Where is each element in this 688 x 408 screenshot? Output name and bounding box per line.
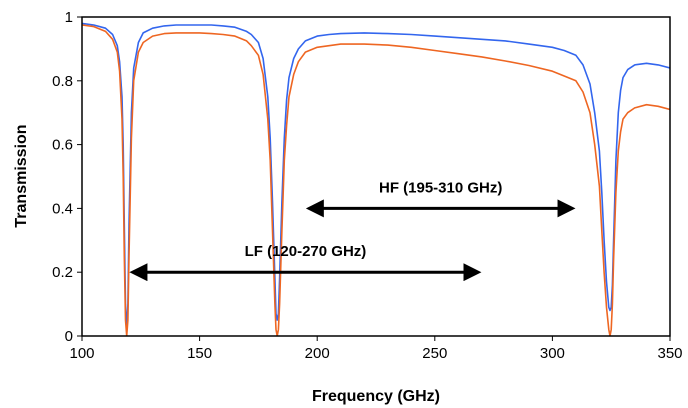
y-tick-label: 0.2 (52, 264, 73, 281)
x-axis-label: Frequency (GHz) (312, 388, 440, 405)
y-axis-label: Transmission (13, 124, 30, 227)
x-tick-label: 200 (305, 345, 330, 362)
y-tick-label: 1 (65, 9, 73, 26)
y-tick-label: 0.4 (52, 200, 73, 217)
series-layer (82, 22, 670, 336)
series-line-2 (82, 24, 670, 336)
y-tick-label: 0.8 (52, 73, 73, 90)
x-tick-label: 250 (422, 345, 447, 362)
annotation-label-2: LF (120-270 GHz) (245, 243, 367, 260)
x-tick-label: 100 (69, 345, 94, 362)
y-tick-label: 0.6 (52, 137, 73, 154)
annotation-layer: HF (195-310 GHz) LF (120-270 GHz) (129, 179, 576, 282)
annotation-label-1: HF (195-310 GHz) (379, 179, 502, 196)
x-tick-label: 350 (657, 345, 682, 362)
x-tick-label: 300 (540, 345, 565, 362)
x-tick-label: 150 (187, 345, 212, 362)
tick-layer: 100 150 200 250 300 350 0 0.2 0.4 0.6 0.8 1 (52, 9, 682, 362)
y-tick-label: 0 (65, 328, 73, 345)
series-line-1 (82, 22, 670, 331)
plot-frame (81, 16, 671, 337)
